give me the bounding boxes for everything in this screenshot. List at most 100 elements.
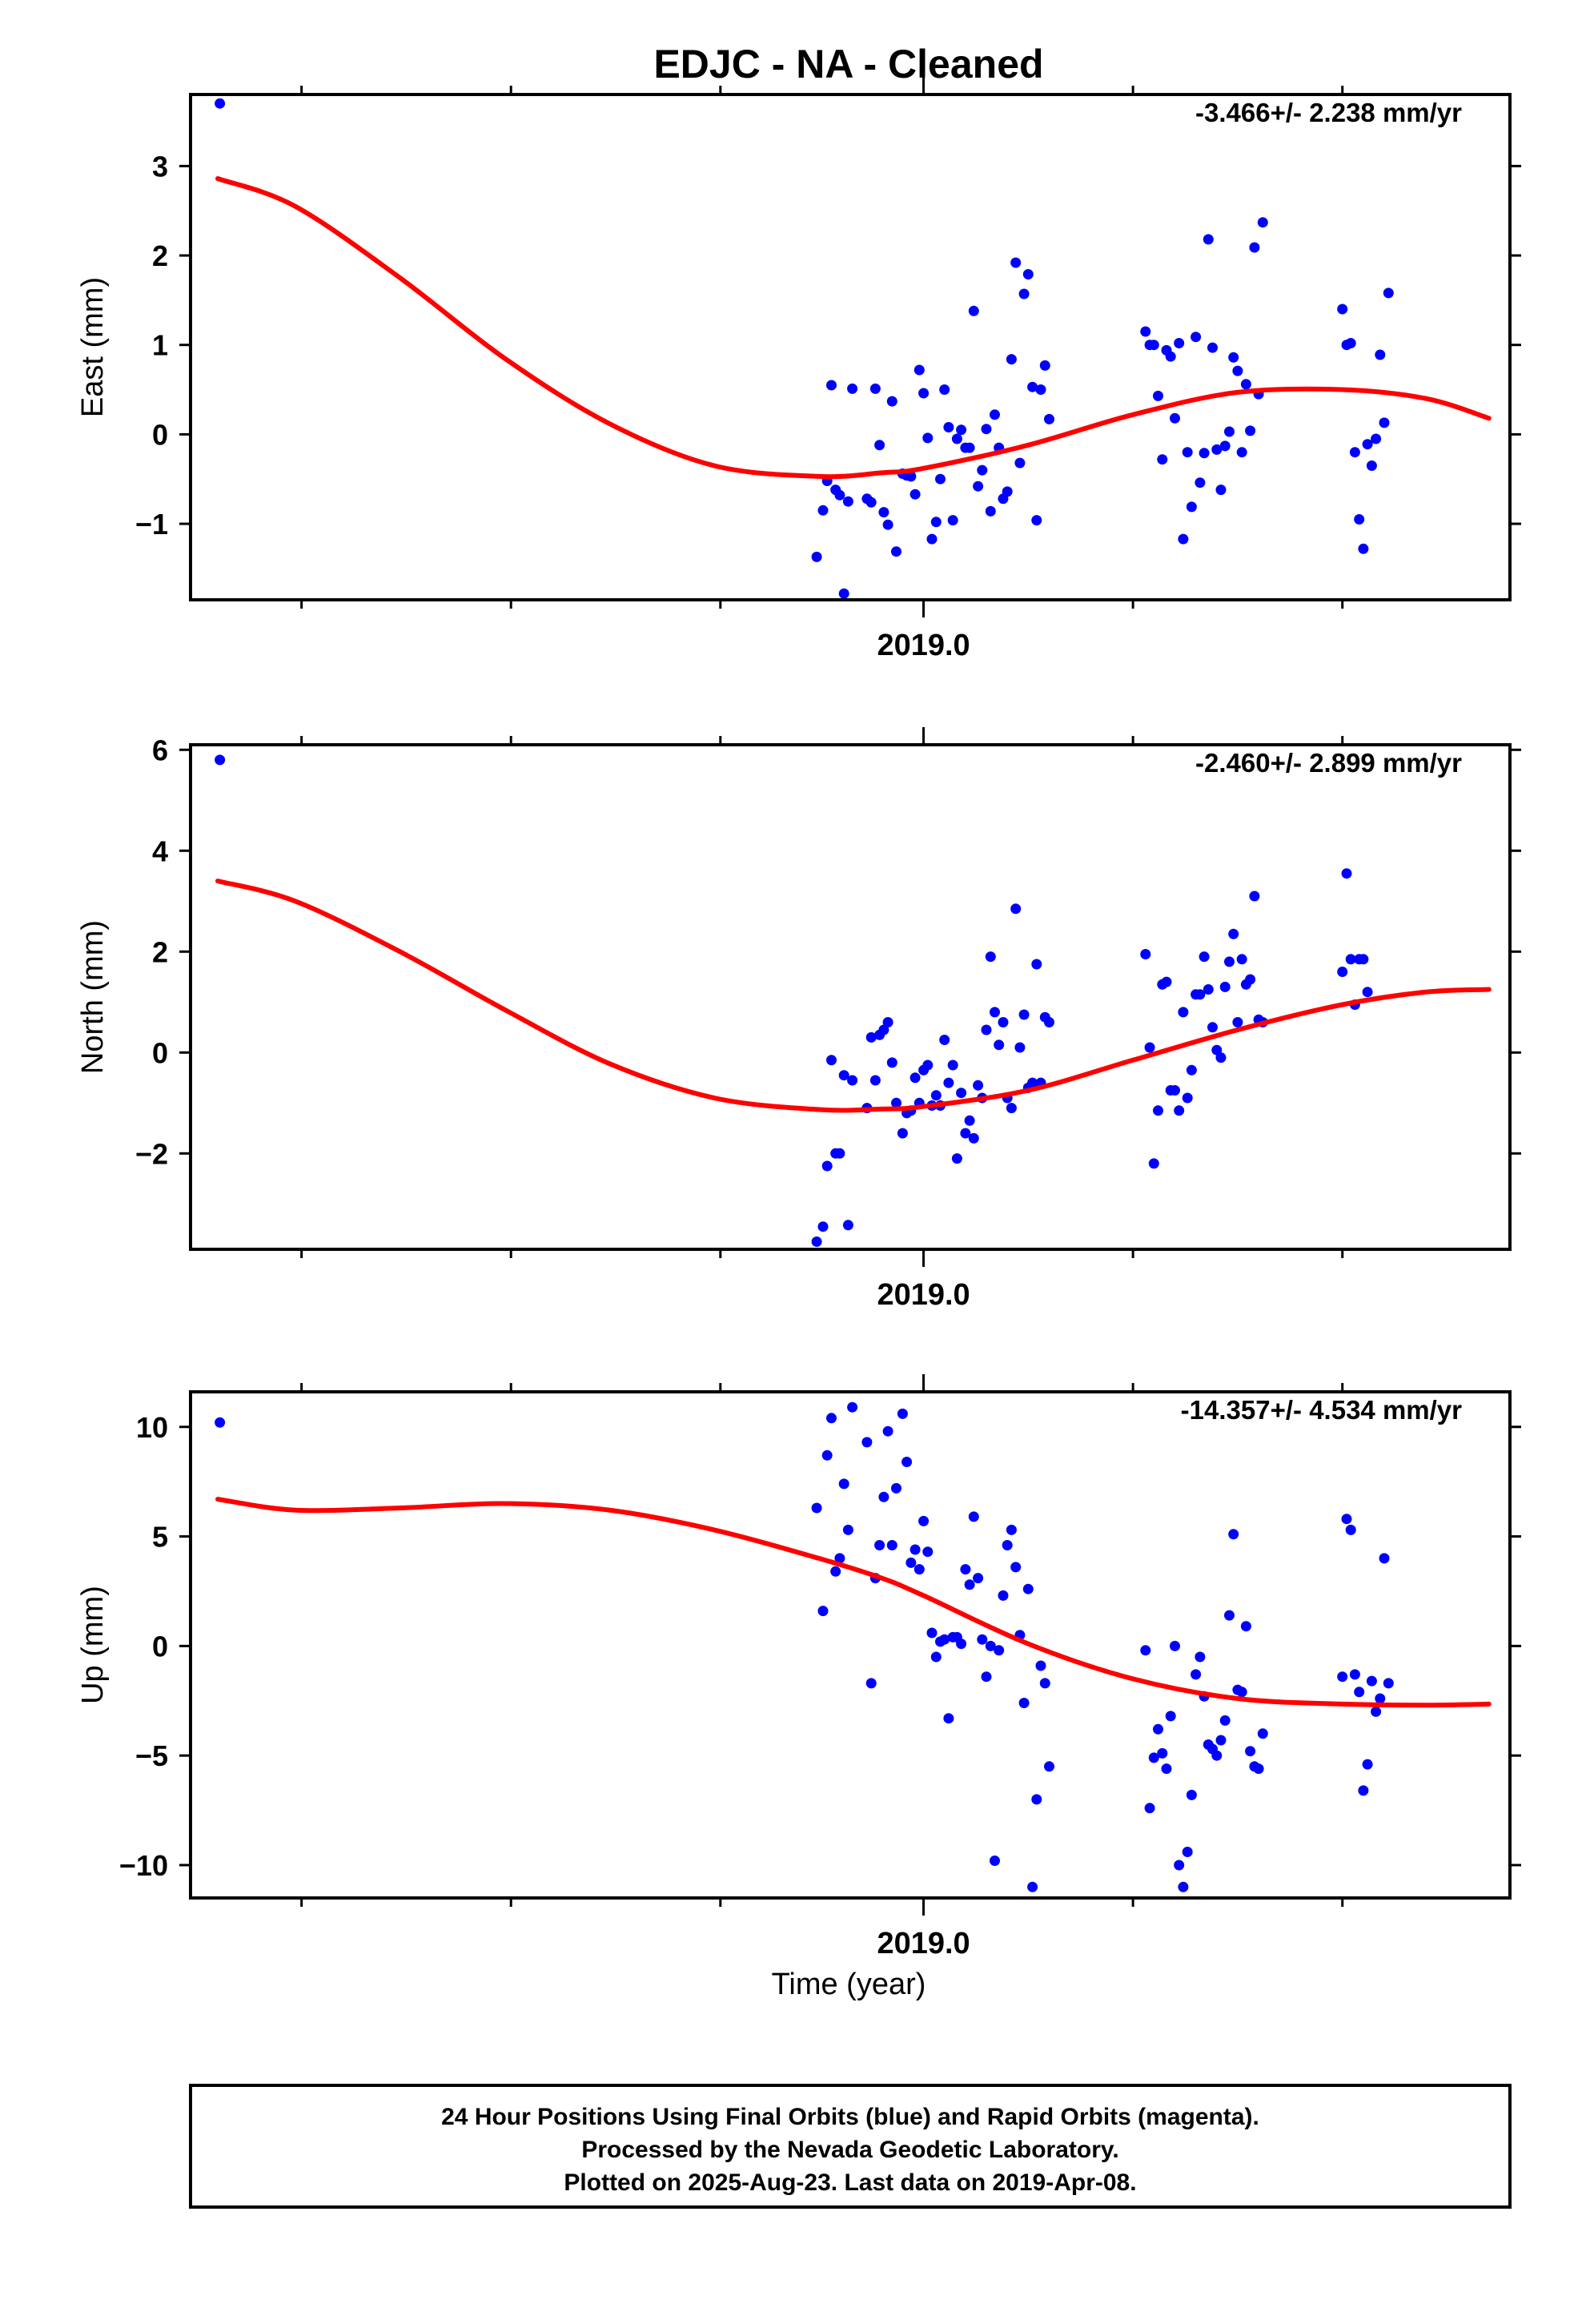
north-data-point [947,1059,958,1071]
up-data-point [981,1671,992,1683]
up-data-point [811,1502,822,1514]
north-data-point [1178,1007,1189,1018]
east-data-point [1354,514,1365,525]
north-data-point [1027,1077,1038,1088]
north-data-point [891,1097,901,1108]
north-data-point [1245,974,1256,985]
north-data-point [1232,1017,1243,1027]
east-data-point [817,505,829,516]
north-data-point [882,1017,893,1027]
up-data-point [215,1417,226,1428]
east-data-point [1018,288,1030,300]
up-data-point [1253,1763,1264,1775]
up-data-point [1002,1540,1013,1550]
up-data-point [1039,1678,1050,1689]
up-data-point [1371,1706,1382,1717]
east-data-point [878,507,889,518]
up-data-point [922,1546,934,1558]
east-y-tick-label: 1 [152,329,168,362]
east-data-point [1035,384,1046,395]
east-data-point [886,396,897,407]
north-data-point [865,1031,877,1043]
north-data-point [869,1075,881,1086]
up-data-point [960,1564,971,1575]
up-data-point [1191,1669,1202,1680]
up-data-point [985,1640,996,1651]
up-data-point [842,1524,853,1535]
east-data-point [874,440,885,451]
up-data-point [956,1638,967,1650]
up-data-point [826,1413,837,1424]
up-data-point [1044,1761,1054,1772]
east-data-point [1224,426,1235,437]
east-points [215,98,1394,599]
up-data-point [1228,1529,1239,1540]
up-data-point [834,1553,845,1564]
north-data-point [842,1220,853,1231]
up-data-point [874,1540,885,1550]
up-data-point [905,1557,917,1568]
up-data-point [1186,1789,1197,1800]
east-data-point [947,515,958,526]
up-data-point [1354,1687,1365,1698]
up-data-point [977,1634,988,1645]
east-data-point [1211,444,1223,455]
up-data-point [1027,1881,1038,1892]
north-data-point [1362,987,1373,998]
east-data-point [1165,351,1176,362]
east-data-point [1366,460,1377,471]
north-data-point [1186,1064,1197,1076]
north-y-tick-label: 0 [152,1036,168,1069]
up-data-point [1345,1524,1356,1535]
footer-line-1: 24 Hour Positions Using Final Orbits (bl… [441,2104,1259,2130]
east-panel: −1 0 1 2 3 2019.0 -3.466+/- 2.238 mm/yr East (m… [76,77,1521,662]
east-data-point [882,519,893,530]
north-data-point [1148,1158,1159,1169]
east-data-point [1002,486,1013,497]
up-x-tick-label: 2019.0 [877,1927,970,1960]
north-data-point [838,1070,849,1081]
east-data-point [1186,501,1197,513]
east-data-point [834,489,845,501]
north-data-point [981,1024,992,1035]
north-fit-curve [215,879,1492,1113]
east-data-point [1236,447,1247,458]
east-data-point [1249,242,1260,253]
east-data-point [1140,326,1151,337]
east-data-point [1148,340,1159,351]
up-data-point [830,1566,841,1577]
east-data-point [918,388,930,399]
east-data-point [811,551,822,562]
east-data-point [1022,269,1034,279]
up-data-point [1383,1678,1394,1689]
chart-title: EDJC - NA - Cleaned [653,42,1043,86]
up-data-point [1337,1671,1348,1683]
east-data-point [1014,457,1026,468]
up-points [215,1401,1394,1892]
up-data-point [909,1544,921,1555]
east-data-point [1240,379,1251,390]
north-data-point [1170,1085,1180,1096]
east-data-point [838,588,849,599]
north-data-point [1228,928,1239,939]
east-data-point [951,433,962,444]
footer-line-3: Plotted on 2025-Aug-23. Last data on 201… [564,2169,1136,2196]
east-data-point [1207,342,1218,353]
east-data-point [1203,234,1214,245]
east-data-point [826,380,837,391]
east-y-tick-label: 2 [152,239,168,272]
north-data-point [1224,956,1235,967]
east-data-point [985,505,996,517]
up-data-point [994,1645,1005,1656]
north-data-point [1031,959,1042,970]
east-data-point [1349,447,1360,458]
north-panel: −2 0 2 4 6 2019.0 -2.460+/- 2.899 mm/yr North (… [76,727,1521,1312]
east-data-point [1358,543,1369,554]
east-data-point [1027,381,1038,392]
up-data-point [1224,1610,1235,1621]
east-data-point [1182,447,1193,458]
north-data-point [1014,1042,1026,1053]
up-data-point [1349,1669,1360,1680]
north-data-point [939,1035,950,1045]
up-data-point [1245,1746,1256,1757]
